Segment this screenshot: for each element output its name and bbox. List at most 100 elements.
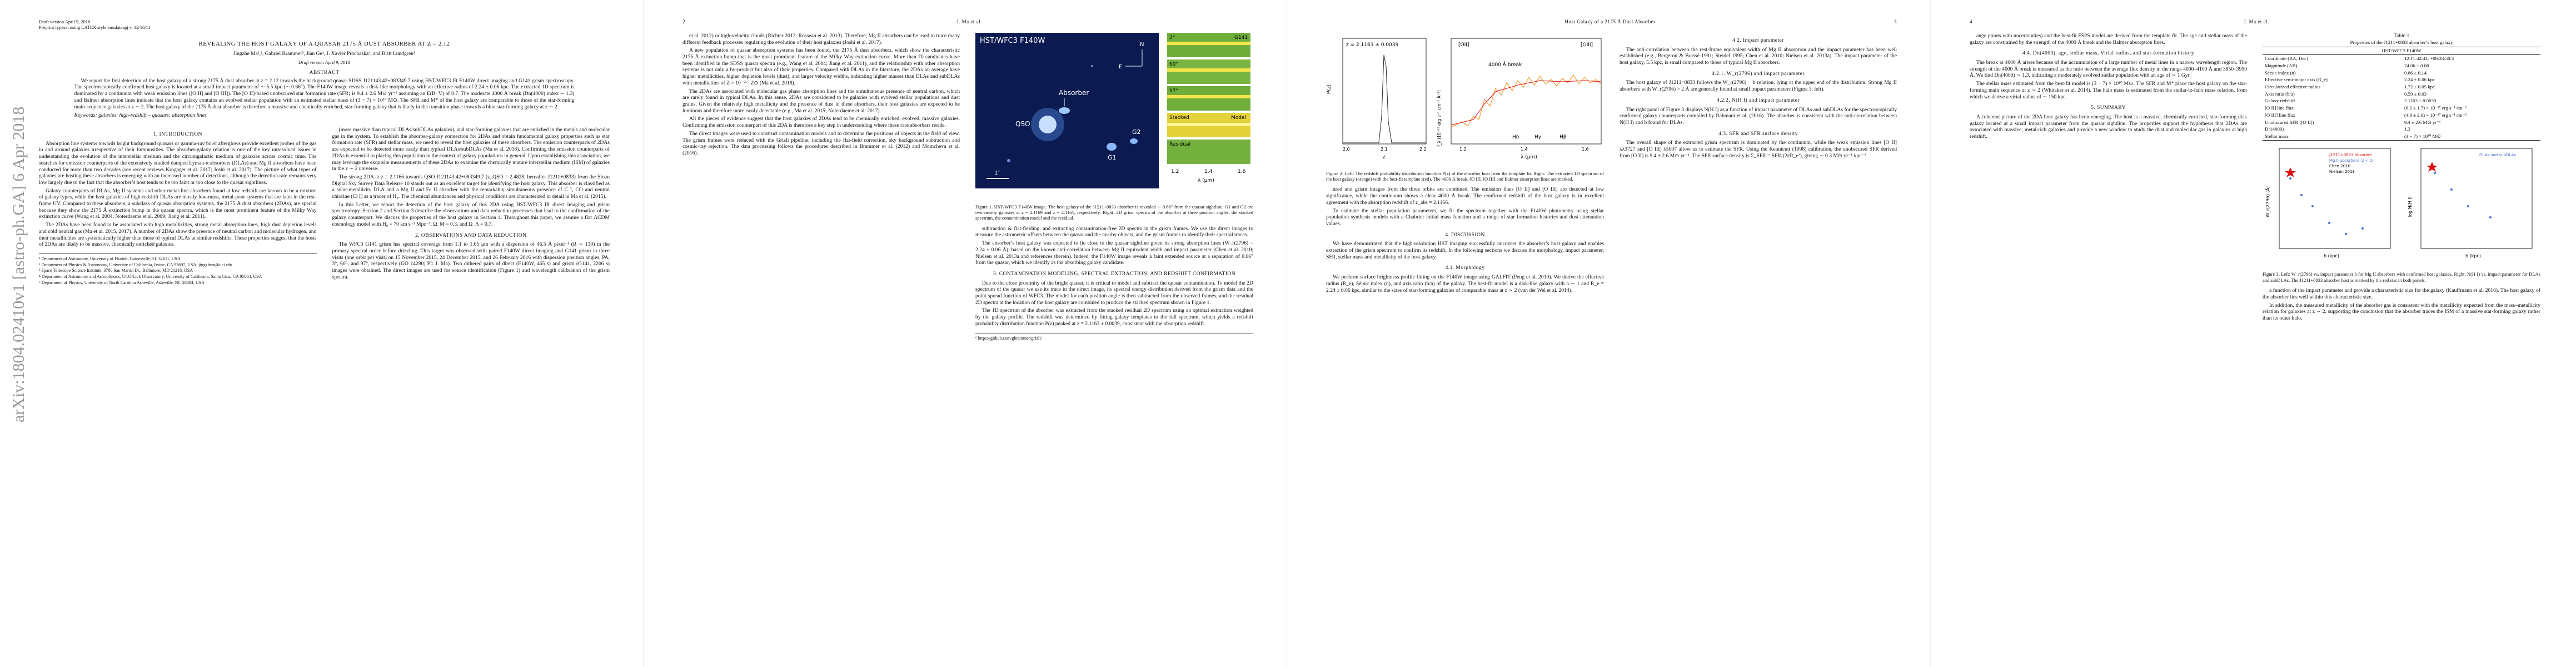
paragraph: The WFC3 G141 grism has spectral coverag… (332, 241, 610, 280)
running-head: 4 J. Ma et al. (1970, 19, 2540, 25)
preprint-line: Draft version April 9, 2018 (39, 19, 91, 24)
section-heading: 4.2. Impact parameter (1732, 37, 1784, 43)
paragraph: The break at 4000 Å arises because of th… (1970, 59, 2247, 79)
paragraph: Absorption line systems towards bright b… (39, 140, 317, 186)
column-body: 1. INTRODUCTION Absorption line systems t… (39, 131, 317, 248)
quasar-blob (1039, 115, 1057, 133)
plot-frame (2420, 148, 2533, 249)
host-marker (2285, 167, 2296, 177)
paragraph: In addition, the measured metallicity of… (2263, 302, 2540, 321)
table: HST/WFC3 F140W Coordinate (RA, Dec) 12:11… (2263, 47, 2540, 141)
columns: 1. INTRODUCTION Absorption line systems t… (39, 127, 610, 286)
paragraph: The direct images were used to construct… (682, 130, 960, 156)
table-head: HST/WFC3 F140W (2263, 47, 2540, 55)
value-cell: (3 − 7) × 10¹⁰ M⊙ (2404, 133, 2441, 140)
value-cell: 1.3 (2404, 126, 2410, 132)
table-row: Sérsic index (n) 0.86 ± 0.14 (2263, 69, 2540, 77)
table-row: Coordinate (RA, Dec) 12:11:42.43, +08:33:… (2263, 55, 2540, 62)
figure-caption: Figure 1. HST/WFC3 F140W image. The host… (975, 203, 1253, 221)
paragraph: ange points with uncertainties) and the … (1970, 32, 2247, 46)
trace (1167, 122, 1250, 126)
column: ange points with uncertainties) and the … (1970, 33, 2247, 323)
host-marker (2426, 161, 2438, 172)
table-row: Unobscured SFR ([O II]) 9.4 ± 2.6 M⊙ yr⁻¹ (2263, 119, 2540, 126)
value-cell: 0.59 ± 0.03 (2404, 91, 2426, 97)
paragraph: The 2DAs are associated with molecular g… (682, 88, 960, 114)
value-cell: (4.3 ± 2.0) × 10⁻¹⁷ erg s⁻¹ cm⁻² (2404, 112, 2467, 118)
folio: 2 (682, 19, 685, 24)
folio: 3 (1894, 19, 1897, 24)
y-label: log N(H I) (2408, 196, 2413, 217)
running-title: J. Ma et al. (2244, 19, 2269, 24)
table-row: Stellar mass (3 − 7) × 10¹⁰ M⊙ (2263, 133, 2540, 140)
x-tick: 1.4 (1204, 169, 1213, 175)
column-body: ured and grism images from the three orb… (1326, 186, 1604, 293)
authors: Jingzhe Ma¹,², Gabriel Brammer³, Jian Ge… (233, 51, 416, 57)
point (2434, 171, 2436, 174)
pa-label: 3° (1169, 35, 1175, 41)
x-label: b (kpc) (2324, 253, 2339, 258)
label-absorber: Absorber (1059, 89, 1089, 97)
label-cell: Coordinate (RA, Dec) (2265, 56, 2308, 62)
legend-entry: DLAs and subDLAs (2479, 153, 2516, 157)
spectrum-2d (1167, 139, 1250, 164)
date: Draft version April 9, 2018 (298, 59, 350, 65)
running-title: Host Galaxy of a 2175 Å Dust Absorber (1564, 19, 1656, 24)
column-body: et al. 2012) or high-velocity clouds (Ri… (682, 33, 960, 157)
pz-xtick: 2.0 (1343, 147, 1350, 152)
figure-caption: Figure 3. Left: W_r(2796) vs. impact par… (2263, 271, 2540, 283)
pz-xtick: 2.1 (1381, 147, 1388, 152)
paragraph: The strong 2DA at z = 2.1166 towards QSO… (332, 173, 610, 200)
value-cell: 24.06 ± 0.08 (2404, 62, 2429, 68)
table-title: Table 1 (2393, 32, 2410, 39)
columns: ange points with uncertainties) and the … (1970, 33, 2540, 323)
pz-ylabel: P(z) (1327, 84, 1332, 94)
page-2: 2 J. Ma et al. et al. 2012) or high-velo… (644, 0, 1287, 667)
paragraph: The host galaxy of J1211+0833 follows th… (1620, 79, 1897, 93)
line-label: Hδ (1512, 135, 1519, 140)
paragraph: Due to the close proximity of the bright… (975, 280, 1253, 306)
column-body: a function of the impact parameter and p… (2263, 287, 2540, 322)
line-label: 4000 Å break (1488, 61, 1522, 68)
spec-xtick: 1.2 (1459, 147, 1467, 152)
label-cell: Galaxy redshift (2265, 98, 2295, 104)
paragraph: (more massive than typical DLAs/subDLAs … (332, 126, 610, 172)
label-g1: G1 (1108, 154, 1117, 161)
figure-2: z = 2.1163 ± 0.0039 P(z) 2.0 2.1 2.2 z [… (1327, 38, 1602, 160)
column: HST/WFC3 F140W Absorber QSO G1 G2 N E 1″ (975, 32, 1253, 341)
column: 1. INTRODUCTION Absorption line systems t… (39, 127, 317, 286)
paragraph: The right panel of Figure 3 displays N(H… (1620, 106, 1897, 126)
paragraph: ured and grism images from the three orb… (1326, 186, 1604, 206)
spec-xlabel: λ (μm) (1521, 155, 1537, 160)
label-east: E (1119, 64, 1122, 70)
paragraph: The 2DAs have been found to be associate… (39, 222, 317, 248)
pa-label: 97° (1169, 88, 1178, 94)
g2-blob (1130, 138, 1138, 144)
table-row: Magnitude (AB) 24.06 ± 0.08 (2263, 62, 2540, 69)
trace (1167, 41, 1250, 45)
paragraph: To estimate the stellar population param… (1326, 207, 1604, 227)
table-row: Dn(4000) 1.3 (2263, 126, 2540, 133)
footnote: ² Department of Physics & Astronomy, Uni… (39, 262, 232, 267)
field-source (1091, 64, 1093, 67)
table-row: Effective semi-major axis (R_e) 2.24 ± 0.… (2263, 76, 2540, 83)
section-heading: 4. DISCUSSION (1445, 231, 1485, 238)
pz-curve (1343, 54, 1426, 143)
value-cell: 2.1163 ± 0.0039 (2404, 98, 2437, 104)
paragraph: The anti-correlation between the rest-fr… (1620, 46, 1897, 66)
label-qso: QSO (1015, 120, 1030, 128)
column: z = 2.1163 ± 0.0039 P(z) 2.0 2.1 2.2 z [… (1326, 33, 1604, 295)
table-body: Coordinate (RA, Dec) 12:11:42.43, +08:33:… (2263, 55, 2540, 141)
label-north: N (1140, 42, 1144, 48)
spectrum-frame (1451, 38, 1602, 145)
value-cell: (6.2 ± 1.7) × 10⁻¹⁷ erg s⁻¹ cm⁻² (2404, 105, 2467, 111)
table-row: Galaxy redshift 2.1163 ± 0.0039 (2263, 97, 2540, 104)
paragraph: In this Letter, we report the detection … (332, 201, 610, 227)
table-row: Circularized effective radius 1.72 ± 0.05… (2263, 83, 2540, 91)
field-source (1007, 158, 1010, 162)
section-heading: 4.3. SFR and SFR surface density (1718, 130, 1798, 137)
section-heading: 4.2.2. N(H I) and impact parameter (1717, 97, 1800, 103)
point (2361, 227, 2364, 230)
point (2328, 221, 2330, 224)
label-cell: Circularized effective radius (2265, 83, 2320, 89)
